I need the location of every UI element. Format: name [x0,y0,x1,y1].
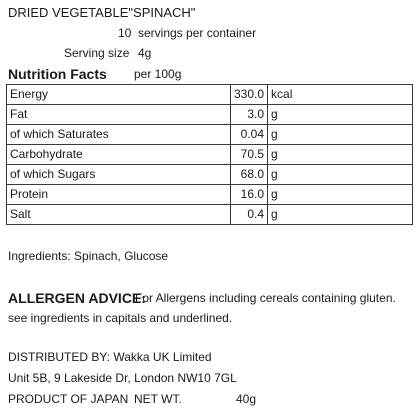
nutrient-unit: g [267,124,414,145]
product-origin: PRODUCT OF JAPAN [8,392,129,406]
distributor-address: Unit 5B, 9 Lakeside Dr, London NW10 7GL [8,371,237,385]
nutrient-value: 16.0 [229,184,269,205]
nutrition-row: of which Saturates 0.04 g [6,124,414,145]
nutrient-name: of which Saturates [6,124,231,145]
nutrient-value: 330.0 [229,84,269,105]
nutrition-row: of which Sugars 68.0 g [6,164,414,185]
nutrient-unit: g [267,144,414,165]
nutrient-unit: kcal [267,84,414,105]
allergen-advice-heading: ALLERGEN ADVICE: [8,290,146,306]
nutrient-value: 70.5 [229,144,269,165]
nutrition-row: Salt 0.4 g [6,204,414,225]
servings-label: servings per container [138,26,257,40]
nutrition-row: Fat 3.0 g [6,104,414,125]
nutrient-value: 68.0 [229,164,269,185]
servings-count: 10 [118,26,132,40]
nutrient-unit: g [267,204,414,225]
nutrient-unit: g [267,104,414,125]
serving-size-label: Serving size [64,46,130,60]
nutrition-row: Energy 330.0 kcal [6,84,414,105]
nutrient-unit: g [267,164,414,185]
nutrient-name: Salt [6,204,231,225]
serving-size-value: 4g [138,46,152,60]
net-weight-value: 40g [236,392,257,406]
nutrition-row: Protein 16.0 g [6,184,414,205]
nutrient-name: Protein [6,184,231,205]
nutrient-unit: g [267,184,414,205]
nutrient-name: Fat [6,104,231,125]
ingredients-text: Ingredients: Spinach, Glucose [8,249,169,263]
nutrition-table: Energy 330.0 kcal Fat 3.0 g of which Saturates… [6,84,414,225]
per-100g-label: per 100g [134,67,182,81]
nutrient-name: Energy [6,84,231,105]
distributor-line: DISTRIBUTED BY: Wakka UK Limited [8,350,212,364]
nutrient-name: of which Sugars [6,164,231,185]
nutrient-name: Carbohydrate [6,144,231,165]
nutrition-facts-heading: Nutrition Facts [8,66,107,82]
nutrient-value: 0.4 [229,204,269,225]
allergen-advice-line-2: see ingredients in capitals and underlin… [8,311,233,325]
nutrient-value: 3.0 [229,104,269,125]
allergen-advice-line-1: For Allergens including cereals containi… [135,291,396,305]
product-title: DRIED VEGETABLE"SPINACH" [8,5,196,20]
nutrition-row: Carbohydrate 70.5 g [6,144,414,165]
net-weight-label: NET WT. [134,392,182,406]
nutrient-value: 0.04 [229,124,269,145]
